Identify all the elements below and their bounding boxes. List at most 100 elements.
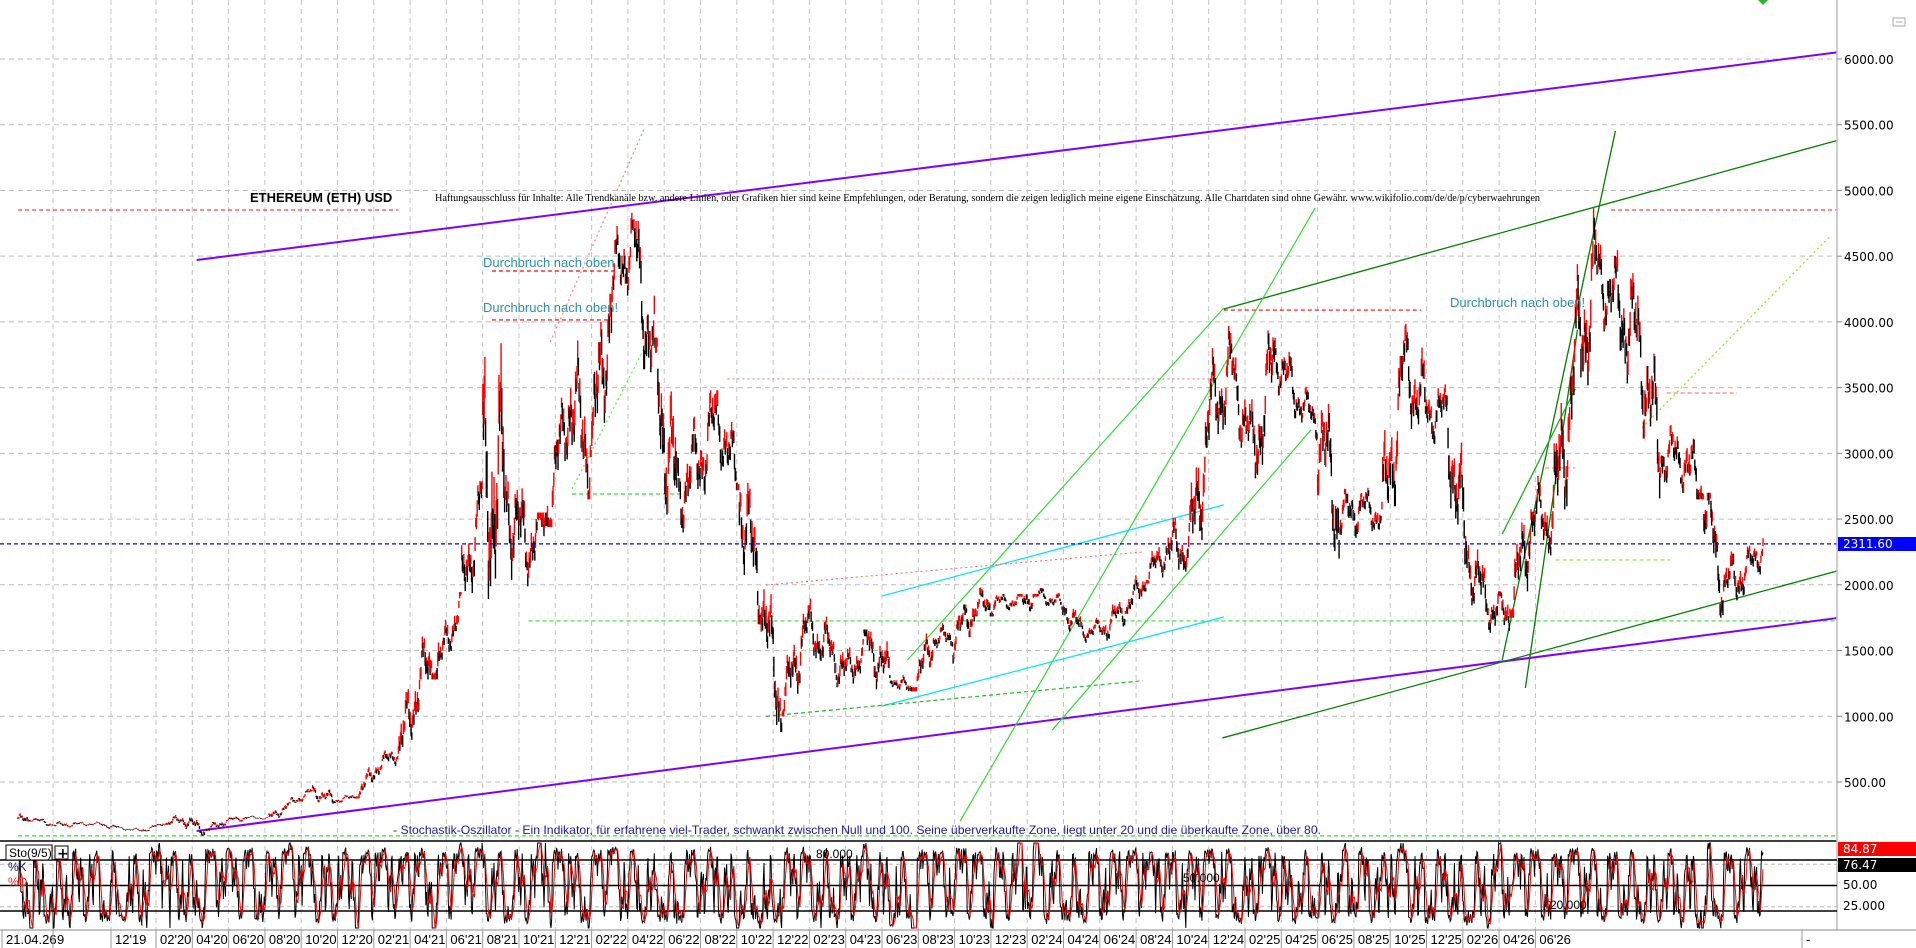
x-tick-label: 04'24 bbox=[1068, 932, 1099, 947]
x-tick-label: 06'23 bbox=[886, 932, 917, 947]
disclaimer: Haftungsausschluss für Inhalte: Alle Tre… bbox=[435, 192, 1540, 204]
y-tick-label: 5000.00 bbox=[1844, 184, 1894, 198]
trendline bbox=[1051, 429, 1312, 731]
trendline bbox=[549, 127, 646, 343]
x-tick-label: 06'26 bbox=[1539, 932, 1570, 947]
sto-axis-50: 50.00 bbox=[1843, 878, 1877, 892]
x-tick-label: 12'21 bbox=[559, 932, 590, 947]
x-tick-label: 06'25 bbox=[1322, 932, 1353, 947]
stochastic-panel bbox=[0, 841, 1837, 929]
x-tick-label: 02'25 bbox=[1249, 932, 1280, 947]
x-tick-label: 08'22 bbox=[705, 932, 736, 947]
add-indicator-button[interactable] bbox=[54, 845, 69, 860]
level-label-80: 80.000 bbox=[816, 847, 853, 861]
x-tick-label: 08'25 bbox=[1358, 932, 1389, 947]
x-tick-label: 02'22 bbox=[596, 932, 627, 947]
x-tick-label: 02'20 bbox=[160, 932, 191, 947]
x-tick-label: 9 bbox=[57, 932, 64, 947]
level-label-20: 20.000 bbox=[1550, 898, 1587, 912]
breakout-label-3: Durchbruch nach oben! bbox=[1450, 295, 1585, 310]
level-label-50: 50.000 bbox=[1183, 871, 1220, 885]
marker-triangle-icon bbox=[1758, 0, 1768, 5]
x-tick-label: 08'21 bbox=[487, 932, 518, 947]
sto-d-line bbox=[17, 842, 1764, 929]
x-tick-label: 10'20 bbox=[305, 932, 336, 947]
k-legend: %K bbox=[8, 860, 27, 874]
price-axis: 6000.00 5500.00 5000.00 4500.00 4000.00 3500.… bbox=[1837, 53, 1894, 790]
trendline bbox=[1223, 139, 1838, 310]
x-tick-label: 12'25 bbox=[1431, 932, 1462, 947]
x-tick-label: 08'20 bbox=[269, 932, 300, 947]
x-tick-label: 04'25 bbox=[1285, 932, 1316, 947]
trendline bbox=[959, 207, 1316, 822]
x-tick-label: 02'23 bbox=[813, 932, 844, 947]
breakout-label-2: Durchbruch nach oben! bbox=[483, 300, 618, 315]
x-tick-label: 04'23 bbox=[850, 932, 881, 947]
breakout-label-1: Durchbruch nach oben bbox=[483, 255, 615, 270]
y-tick-label: 5500.00 bbox=[1844, 119, 1894, 133]
grid bbox=[0, 0, 1837, 930]
y-tick-label: 1000.00 bbox=[1844, 710, 1894, 724]
x-tick-label: 10'22 bbox=[741, 932, 772, 947]
trendline bbox=[1501, 130, 1617, 661]
x-tick-label: 12'19 bbox=[115, 932, 146, 947]
x-tick-label: 08'23 bbox=[922, 932, 953, 947]
current-price-badge bbox=[1838, 537, 1916, 551]
trendline bbox=[766, 551, 1143, 586]
x-tick-label: 10'21 bbox=[523, 932, 554, 947]
x-tick-label: 12'23 bbox=[995, 932, 1026, 947]
indicator-name: Sto(9/5) bbox=[9, 846, 52, 860]
trendline bbox=[196, 617, 1838, 832]
trendline bbox=[1501, 388, 1576, 535]
current-price-label: 2311.60 bbox=[1843, 537, 1893, 551]
x-tick-label: 02'24 bbox=[1031, 932, 1062, 947]
x-tick-label: 21.04.26 bbox=[6, 932, 57, 947]
date-axis: 21.04.26 9 12'19 02'20 04'20 06'20 08'20 10'20 1… bbox=[1, 930, 1810, 948]
y-tick-label: 2000.00 bbox=[1844, 579, 1894, 593]
x-tick-label: 04'20 bbox=[196, 932, 227, 947]
x-tick-label: 06'20 bbox=[233, 932, 264, 947]
trendline bbox=[196, 51, 1838, 261]
horizontal-levels bbox=[18, 209, 1837, 837]
trendline bbox=[906, 307, 1225, 661]
plus-icon: + bbox=[57, 846, 69, 862]
x-tick-label: 12'22 bbox=[777, 932, 808, 947]
trendlines bbox=[196, 51, 1838, 832]
trendline bbox=[881, 616, 1224, 707]
trendline bbox=[1524, 329, 1579, 689]
trendline bbox=[571, 347, 646, 490]
d-legend: %D bbox=[8, 875, 28, 889]
price-bars bbox=[17, 208, 1764, 836]
y-tick-label: 4500.00 bbox=[1844, 250, 1894, 264]
y-tick-label: 6000.00 bbox=[1844, 53, 1894, 67]
k-value-badge bbox=[1838, 842, 1916, 856]
indicator-name-box[interactable] bbox=[5, 844, 53, 861]
x-tick-label: 02'26 bbox=[1467, 932, 1498, 947]
y-tick-label: 3000.00 bbox=[1844, 447, 1894, 461]
stochastic-note: - Stochastik-Oszillator - Ein Indikator,… bbox=[393, 823, 1321, 837]
x-tick-label: 10'25 bbox=[1394, 932, 1425, 947]
x-tick-label: 08'24 bbox=[1140, 932, 1171, 947]
y-tick-label: 500.00 bbox=[1844, 776, 1886, 790]
x-tick-label: 12'20 bbox=[342, 932, 373, 947]
k-value: 84.87 bbox=[1843, 842, 1877, 856]
x-tick-label: 10'24 bbox=[1176, 932, 1207, 947]
y-tick-label: 4000.00 bbox=[1844, 316, 1894, 330]
x-tick-label: 12'24 bbox=[1213, 932, 1244, 947]
y-tick-label: 1500.00 bbox=[1844, 645, 1894, 659]
d-value-badge bbox=[1838, 858, 1916, 872]
x-tick-label: 04'22 bbox=[632, 932, 663, 947]
x-tick-label: 02'21 bbox=[378, 932, 409, 947]
x-tick-label: 06'22 bbox=[668, 932, 699, 947]
trendline bbox=[766, 680, 1143, 717]
x-tick-label: 06'24 bbox=[1104, 932, 1135, 947]
x-tick-label: 10'23 bbox=[959, 932, 990, 947]
y-tick-label: 3500.00 bbox=[1844, 382, 1894, 396]
x-tick-label: 04'26 bbox=[1503, 932, 1534, 947]
chart-title: ETHEREUM (ETH) USD bbox=[250, 190, 392, 205]
trendline bbox=[881, 504, 1224, 597]
sto-axis-25: 25.000 bbox=[1843, 899, 1885, 913]
y-tick-label: 2500.00 bbox=[1844, 513, 1894, 527]
x-tick-label: - bbox=[1806, 932, 1810, 947]
